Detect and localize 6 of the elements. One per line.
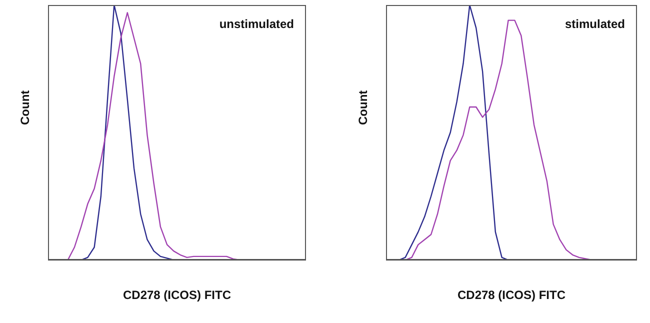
x-axis-title: CD278 (ICOS) FITC — [456, 288, 566, 302]
y-axis-title: Count — [356, 90, 370, 124]
x-axis-title: CD278 (ICOS) FITC — [122, 288, 232, 302]
annotation: stimulated — [564, 17, 625, 31]
y-axis-title: Count — [18, 90, 32, 124]
annotation: unstimulated — [219, 17, 294, 31]
